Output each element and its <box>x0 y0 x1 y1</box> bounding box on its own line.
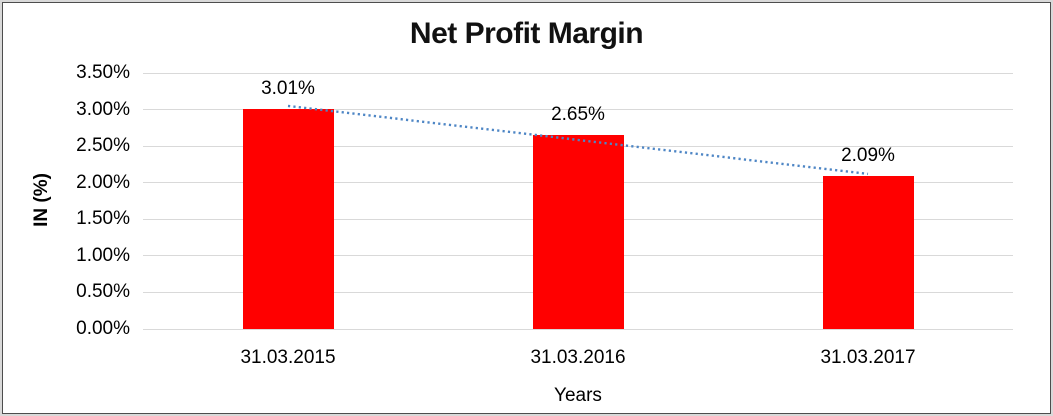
x-tick-label: 31.03.2016 <box>530 347 626 368</box>
gridline <box>143 109 1013 111</box>
x-axis-title: Years <box>554 385 602 406</box>
y-tick-label: 1.00% <box>76 244 130 266</box>
trendline <box>287 104 869 176</box>
bar-value-label: 2.65% <box>551 104 605 126</box>
bar-value-label: 3.01% <box>261 77 315 99</box>
chart-title: Net Profit Margin <box>409 17 644 50</box>
y-tick-label: 2.50% <box>76 135 130 157</box>
gridline <box>143 72 1013 74</box>
gridline <box>143 328 1013 330</box>
x-tick-label: 31.03.2015 <box>240 347 336 368</box>
bar-31.03.2016 <box>532 135 624 329</box>
plot-area <box>143 72 1013 330</box>
y-tick-label: 0.50% <box>76 281 130 303</box>
y-tick-label: 3.50% <box>76 62 130 83</box>
bar-value-label: 2.09% <box>841 145 895 167</box>
y-tick-label: 1.50% <box>76 208 130 230</box>
y-tick-label: 2.00% <box>76 171 130 193</box>
x-tick-label: 31.03.2017 <box>820 347 916 368</box>
bar-31.03.2017 <box>822 176 914 329</box>
y-tick-label: 3.00% <box>76 98 130 120</box>
bar-31.03.2015 <box>242 108 334 329</box>
y-tick-label: 0.00% <box>76 318 130 339</box>
